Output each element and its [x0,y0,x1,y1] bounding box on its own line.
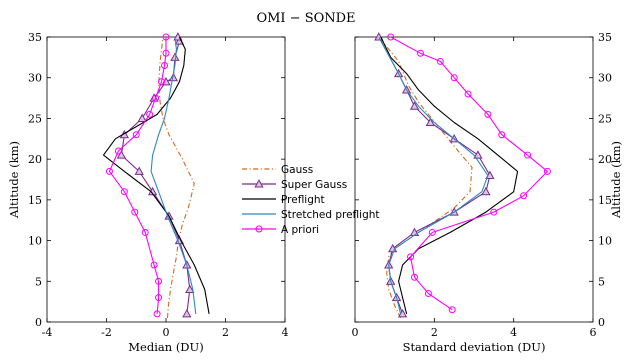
data-point-a-priori [407,253,415,261]
x-tick-label: 0 [163,326,170,339]
y-tick-label: 35 [598,31,612,44]
data-point-super-gauss [473,150,483,159]
data-point-a-priori [428,228,436,236]
series-line-a-priori [108,37,167,314]
data-point-a-priori [484,110,492,118]
data-point-a-priori [146,110,154,118]
data-point-super-gauss [409,101,420,110]
data-point-a-priori [161,62,169,69]
y-tick-label: 5 [598,275,605,288]
data-point-a-priori [411,273,418,281]
x-tick-label: -4 [42,326,53,339]
chart-title: OMI − SONDE [256,11,355,26]
legend-label-super-gauss: Super Gauss [281,179,347,191]
chart-panel-1: -4 -2 0 2 4 0 5 10 15 20 25 30 35 Median (DU) Altitude… [7,31,289,354]
data-point-super-gauss [481,186,491,196]
x-tick-label: 4 [510,326,517,339]
data-point-super-gauss [425,117,436,127]
series-line-super-gauss [378,36,491,315]
chart-legend: Gauss Super Gauss Preflight Stretched prefl… [242,164,380,236]
data-point-a-priori [155,294,163,302]
legend-marker-a-priori [255,225,263,233]
data-point-a-priori [153,310,161,318]
y-tick-label: 20 [598,153,612,166]
data-point-super-gauss [116,150,127,159]
data-point-a-priori [498,131,506,139]
data-point-super-gauss [168,72,179,82]
series-line-stretched-preflight [150,36,197,314]
y-tick-label: 30 [28,72,42,85]
y-tick-label: 10 [28,235,42,248]
data-point-a-priori [150,261,158,269]
data-point-a-priori [448,306,456,314]
legend-label-preflight: Preflight [281,194,325,206]
data-point-super-gauss [374,32,384,41]
data-point-a-priori [120,188,128,196]
data-point-a-priori [416,49,424,57]
y-tick-label: 15 [28,194,42,207]
data-point-a-priori [152,94,160,102]
series-line-a-priori [390,36,548,311]
x-tick-label: 2 [222,326,229,339]
y-axis-label: Altitude (km) [609,141,623,219]
y-tick-label: 10 [598,235,612,248]
data-point-a-priori [162,33,170,41]
y-tick-label: 30 [598,72,612,85]
legend-marker-super-gauss [254,179,264,188]
data-point-a-priori [424,290,432,297]
y-tick-label: 20 [28,153,42,166]
data-point-a-priori [105,167,113,175]
data-point-super-gauss [134,166,144,175]
y-axis-label: Altitude (km) [7,141,21,219]
data-point-a-priori [524,151,532,159]
data-point-a-priori [490,208,498,216]
x-axis-label: Median (DU) [128,340,203,354]
x-tick-label: -2 [101,326,112,339]
y-tick-label: 15 [598,194,612,207]
y-tick-label: 0 [598,316,605,329]
legend-label-stretched-preflight: Stretched preflight [281,209,380,221]
plot-frame [354,36,594,323]
x-tick-label: 0 [352,326,359,339]
data-point-a-priori [155,277,163,285]
data-point-a-priori [436,57,444,65]
y-tick-label: 0 [35,316,42,329]
y-tick-label: 25 [598,112,612,125]
data-point-a-priori [387,33,395,41]
data-point-super-gauss [185,284,195,293]
x-tick-label: 6 [590,326,597,339]
data-point-a-priori [141,228,149,236]
data-point-super-gauss [137,113,147,122]
data-point-a-priori [464,90,472,98]
y-tick-label: 35 [28,31,42,44]
legend-label-gauss: Gauss [281,164,313,176]
series-line-stretched-preflight [378,36,489,315]
data-point-super-gauss [409,227,420,236]
legend-label-a-priori: A priori [281,224,319,236]
data-point-a-priori [158,78,166,86]
x-tick-label: 4 [282,326,289,339]
data-point-a-priori [132,131,140,139]
y-tick-label: 5 [35,275,42,288]
data-point-a-priori [114,147,122,155]
x-tick-label: 2 [431,326,438,339]
data-point-a-priori [162,49,170,57]
y-tick-label: 25 [28,112,42,125]
data-point-super-gauss [182,309,192,318]
x-axis-label: Standard deviation (DU) [403,340,546,354]
series-line-gauss [378,36,473,319]
data-point-a-priori [520,192,528,200]
series-line-preflight [102,36,210,314]
series-line-gauss [158,36,195,318]
data-point-a-priori [450,74,458,82]
series-line-preflight [380,36,519,315]
data-point-a-priori [131,208,139,216]
data-point-a-priori [543,167,551,175]
